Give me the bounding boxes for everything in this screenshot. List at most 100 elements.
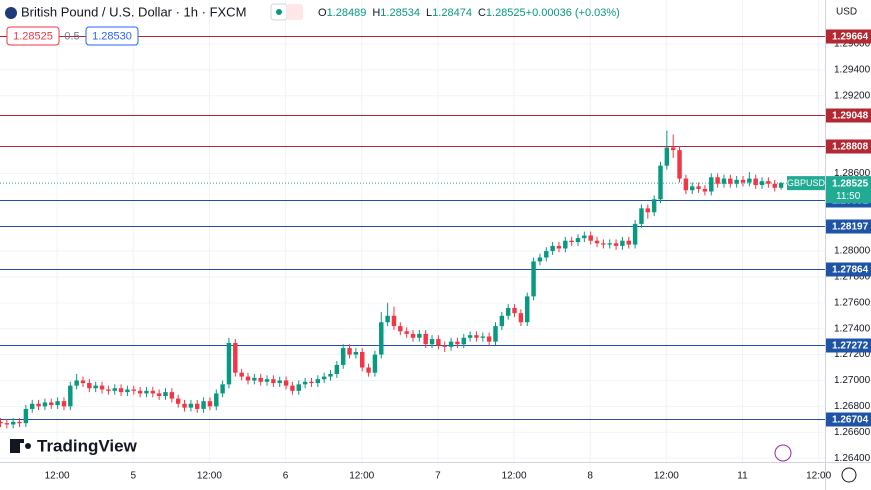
x-tick-label: 8 [587, 471, 593, 482]
candle-body [410, 333, 416, 338]
level-tag [826, 29, 871, 44]
candle-body [582, 235, 587, 239]
candle-body [144, 390, 149, 394]
y-tick-label: 1.27800 [834, 272, 871, 283]
candle-body [429, 339, 435, 345]
candle-body [467, 335, 473, 338]
candle-body [252, 377, 257, 381]
candle-body [188, 403, 194, 408]
candle-body [156, 393, 162, 396]
sell-box[interactable] [6, 26, 60, 46]
candle-body [49, 402, 54, 406]
y-tick-label: 1.29600 [834, 39, 871, 50]
candle-body [80, 380, 86, 384]
candle-body [651, 199, 657, 213]
candle-body [182, 403, 187, 408]
candle-body [283, 380, 289, 386]
legend-value: 1.28525 [486, 7, 526, 19]
candle-body [778, 183, 784, 188]
candle-body [626, 240, 631, 245]
candle-body [728, 178, 733, 184]
y-tick-label: 1.27600 [834, 297, 871, 308]
candle-body [334, 364, 340, 374]
candle-body [17, 421, 22, 424]
candle-body [531, 261, 536, 297]
candle-body [721, 178, 727, 184]
candle-body [150, 390, 156, 394]
candle-body [42, 402, 48, 407]
market-icon[interactable] [287, 4, 303, 20]
candle-body [296, 384, 301, 391]
candle-body [207, 401, 213, 407]
candle-body [353, 352, 359, 355]
y-tick-label: 1.27400 [834, 323, 871, 334]
news-icon[interactable] [774, 444, 792, 462]
candle-body [563, 240, 568, 249]
candle-body [10, 421, 16, 425]
level-tag [826, 139, 871, 154]
candle-body [670, 147, 676, 151]
symbol-icon [5, 7, 17, 19]
level-label: 1.27272 [832, 341, 869, 352]
candle-body [683, 178, 689, 191]
candle-body [601, 243, 606, 245]
bid: 1.28525 [13, 30, 53, 42]
level-tag [826, 108, 871, 123]
candle-body [455, 341, 460, 345]
candle-body [493, 326, 498, 342]
x-tick-label: 5 [130, 471, 136, 482]
level-tag [826, 219, 871, 234]
candle-body [404, 331, 409, 334]
candle-body [486, 336, 492, 342]
logo-mark [25, 443, 31, 449]
candle-body [715, 177, 720, 184]
candle-body [417, 333, 422, 338]
logo-mark [10, 439, 20, 453]
candle-body [658, 165, 663, 200]
spread: 0.5 [64, 30, 79, 42]
candle-body [321, 376, 327, 380]
candle-body [264, 379, 270, 382]
candle-body [309, 381, 314, 384]
legend-key: H [372, 7, 380, 19]
chart-title: British Pound / U.S. Dollar · 1h · FXCM [21, 4, 246, 19]
candle-body [137, 390, 143, 394]
candle-body [106, 389, 111, 391]
candle-body [0, 421, 3, 424]
legend-key: O [318, 7, 327, 19]
buy-box[interactable] [85, 26, 139, 46]
candle-body [753, 178, 758, 186]
candle-body [696, 186, 701, 189]
candle-body [226, 342, 232, 385]
level-tag [826, 262, 871, 277]
candle-body [613, 243, 619, 246]
settings-icon[interactable] [841, 467, 857, 483]
legend-key: L [426, 7, 432, 19]
candle-body [233, 342, 238, 373]
grid [0, 0, 825, 462]
candle-body [556, 245, 562, 249]
y-tick-label: 1.28000 [834, 246, 871, 257]
branding: TradingView [10, 436, 857, 483]
currency[interactable]: USD [836, 7, 857, 18]
candle-body [61, 401, 67, 407]
legend-key: C [478, 7, 486, 19]
legend-value: 1.28534 [380, 7, 420, 19]
level-label: 1.26704 [832, 415, 869, 426]
y-tick-label: 1.27200 [834, 349, 871, 360]
candle-body [499, 315, 505, 327]
candle-body [125, 389, 130, 393]
candle-body [360, 352, 365, 368]
candle-body [544, 251, 549, 258]
ohlc-legend: O1.28489 H1.28534 L1.28474 C1.28525+0.00036… [318, 7, 620, 19]
y-tick-label: 1.29400 [834, 65, 871, 76]
x-tick-label: 6 [283, 471, 289, 482]
candle-body [74, 380, 79, 386]
status-dot [276, 9, 282, 15]
candle-body [347, 348, 352, 355]
candle-body [632, 223, 638, 245]
candle-body [391, 315, 397, 327]
